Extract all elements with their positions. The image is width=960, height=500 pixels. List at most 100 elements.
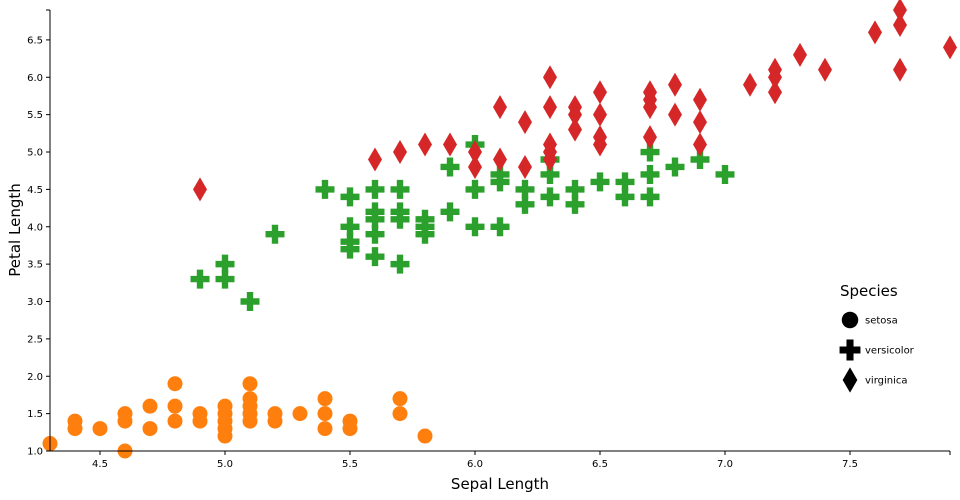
virginica-point [468,154,482,179]
y-tick-label: 5.0 [27,148,43,159]
versicolor-point [590,172,610,192]
virginica-point [643,95,657,120]
y-axis-title: Petal Length [6,183,24,277]
versicolor-point [515,179,535,199]
virginica-point [668,72,682,97]
virginica-point [193,177,207,202]
y-tick-label: 6.5 [27,35,43,46]
versicolor-point [440,202,460,222]
virginica-point [818,57,832,82]
y-tick-label: 2.5 [27,334,43,345]
y-tick-label: 3.0 [27,297,43,308]
versicolor-point [490,217,510,237]
versicolor-point [490,172,510,192]
legend-label-versicolor: versicolor [865,346,915,357]
versicolor-point [390,254,410,274]
setosa-point [167,413,183,429]
setosa-point [242,413,258,429]
virginica-point [593,102,607,127]
legend-circle-icon [841,311,859,329]
virginica-point [693,87,707,112]
versicolor-point [340,217,360,237]
virginica-point [893,0,907,22]
y-tick-label: 1.0 [27,447,43,458]
setosa-point [117,413,133,429]
setosa-point [217,428,233,444]
versicolor-point [215,269,235,289]
versicolor-point [665,157,685,177]
x-tick-label: 4.5 [92,459,108,470]
virginica-point [518,154,532,179]
setosa-point [167,376,183,392]
versicolor-point [415,224,435,244]
y-tick-label: 2.0 [27,372,43,383]
setosa-point [267,413,283,429]
versicolor-point [540,187,560,207]
virginica-point [693,110,707,135]
versicolor-point [365,224,385,244]
virginica-point [368,147,382,172]
setosa-point [142,421,158,437]
versicolor-point [365,209,385,229]
virginica-point [593,80,607,105]
x-axis-title: Sepal Length [451,475,549,493]
virginica-point [418,132,432,157]
virginica-point [393,140,407,165]
virginica-point [768,65,782,90]
versicolor-point [465,217,485,237]
versicolor-point [515,194,535,214]
setosa-point [242,376,258,392]
setosa-point [392,391,408,407]
virginica-point [943,35,957,60]
setosa-point [292,406,308,422]
setosa-point [317,406,333,422]
legend-cross-icon [839,339,861,361]
virginica-point [568,117,582,142]
virginica-point [593,132,607,157]
setosa-point [417,428,433,444]
setosa-point [392,406,408,422]
legend-label-setosa: setosa [865,316,898,327]
virginica-point [468,140,482,165]
versicolor-point [365,179,385,199]
x-tick-label: 7.0 [717,459,733,470]
y-tick-label: 3.5 [27,260,43,271]
virginica-point [893,57,907,82]
virginica-point [868,20,882,45]
setosa-point [167,398,183,414]
versicolor-point [640,142,660,162]
versicolor-point [340,239,360,259]
x-tick-label: 5.5 [342,459,358,470]
y-tick-label: 6.0 [27,73,43,84]
setosa-point [317,391,333,407]
versicolor-point [540,164,560,184]
virginica-point [693,132,707,157]
setosa-point [142,398,158,414]
versicolor-point [190,269,210,289]
virginica-point [643,125,657,150]
virginica-point [743,72,757,97]
versicolor-point [615,172,635,192]
y-tick-label: 5.5 [27,110,43,121]
legend-label-virginica: virginica [865,376,908,387]
x-tick-label: 7.5 [842,459,858,470]
virginica-point [793,42,807,67]
virginica-point [443,132,457,157]
versicolor-point [465,179,485,199]
versicolor-point [390,179,410,199]
setosa-point [342,421,358,437]
legend: Species setosa versicolor virginica [839,282,915,393]
versicolor-point [315,179,335,199]
setosa-point [67,421,83,437]
virginica-point [493,95,507,120]
versicolor-point [715,164,735,184]
y-tick-label: 4.0 [27,222,43,233]
versicolor-point [565,179,585,199]
versicolor-point [640,164,660,184]
virginica-point [493,147,507,172]
legend-title: Species [840,282,898,300]
axes: 4.5 5.0 5.5 6.0 6.5 7.0 7.5 1.0 1.5 2.0 2.5 3.0 3.5 4… [27,9,951,470]
versicolor-point [340,187,360,207]
setosa-point [192,413,208,429]
